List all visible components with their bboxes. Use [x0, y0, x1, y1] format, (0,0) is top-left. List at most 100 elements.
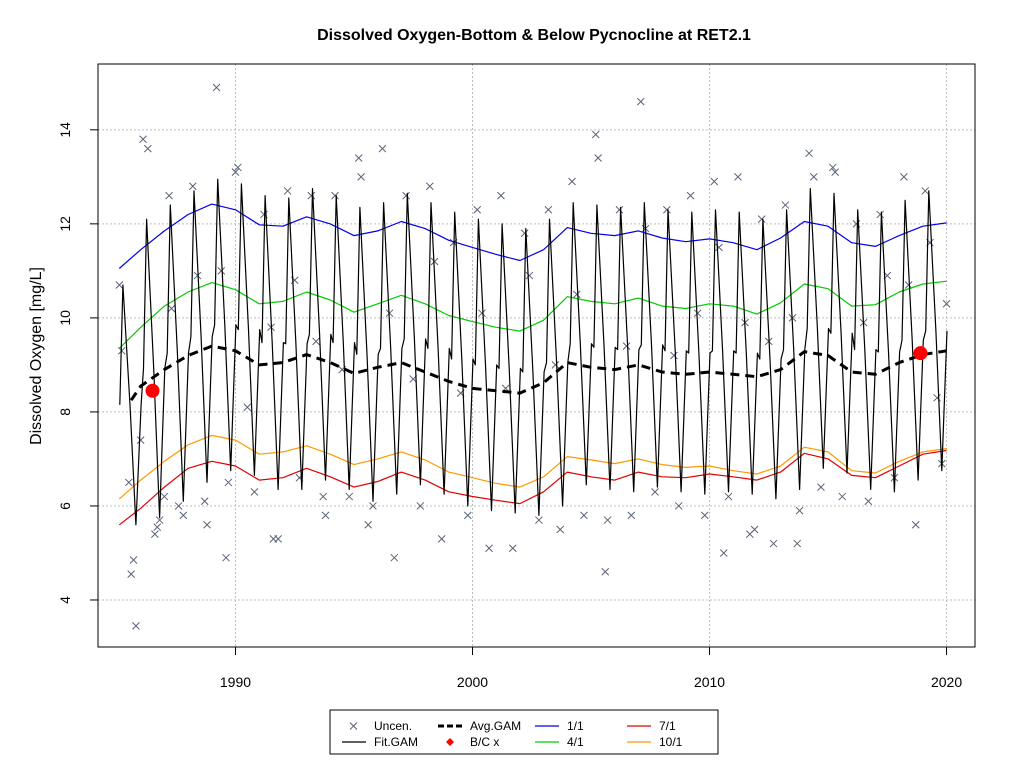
uncensored-point: [594, 154, 602, 162]
uncensored-point: [651, 487, 659, 496]
uncensored-point: [132, 621, 140, 630]
uncensored-point: [864, 497, 873, 506]
uncensored-point: [307, 191, 316, 200]
y-axis-label: Dissolved Oxygen [mg/L]: [28, 267, 45, 445]
uncensored-point: [904, 281, 913, 289]
uncensored-point: [724, 492, 733, 501]
uncensored-point: [497, 191, 505, 200]
uncensored-point: [136, 436, 145, 444]
uncensored-point: [274, 535, 282, 543]
uncensored-point: [805, 149, 813, 158]
uncensored-point: [127, 570, 136, 578]
uncensored-point: [155, 516, 164, 524]
uncensored-point: [478, 309, 486, 318]
uncensored-point: [224, 478, 233, 487]
uncensored-point: [795, 506, 804, 515]
x-tick-label: 1990: [220, 674, 251, 690]
legend-label: Uncen.: [374, 719, 412, 733]
uncensored-point: [535, 516, 543, 524]
uncensored-point: [793, 539, 802, 548]
uncensored-point: [942, 299, 951, 308]
uncensored-point: [345, 492, 354, 501]
legend-label: Fit.GAM: [374, 735, 418, 749]
legend-label: Avg.GAM: [470, 719, 521, 733]
uncensored-point: [167, 304, 176, 313]
uncensored-point: [463, 511, 472, 520]
legend-box: [329, 709, 719, 755]
uncensored-point: [485, 544, 493, 553]
series-4-1-line: [118, 280, 947, 349]
uncensored-point: [556, 525, 565, 534]
uncensored-point: [437, 535, 446, 543]
uncensored-point: [115, 281, 124, 289]
plot-frame: [97, 63, 976, 648]
uncensored-point: [124, 478, 133, 487]
uncensored-point: [188, 182, 197, 191]
uncensored-point: [390, 553, 399, 562]
uncensored-point: [693, 309, 702, 318]
uncensored-point: [369, 502, 377, 510]
x-tick-label: 2020: [931, 674, 962, 690]
y-tick-label: 8: [57, 408, 73, 416]
x-tick-label: 2000: [457, 674, 488, 690]
uncensored-point: [568, 177, 576, 186]
chart-title: Dissolved Oxygen-Bottom & Below Pycnocli…: [317, 27, 751, 44]
uncensored-point: [473, 205, 482, 214]
series-7-1-line: [118, 449, 947, 526]
uncensored-point: [233, 163, 242, 172]
uncensored-point: [508, 544, 517, 553]
uncensored-point: [831, 168, 840, 176]
y-tick-label: 14: [57, 122, 73, 138]
uncensored-point: [591, 130, 600, 139]
uncensored-point: [312, 337, 320, 346]
uncensored-point: [378, 144, 387, 153]
uncensored-point: [674, 502, 683, 510]
x-axis: 1990 2000 2010 2020: [220, 647, 962, 690]
uncensored-point: [627, 511, 636, 520]
chart-marks: [115, 83, 951, 630]
uncensored-point: [719, 549, 728, 557]
uncensored-point: [603, 516, 612, 524]
uncensored-point: [321, 511, 330, 520]
legend: Uncen. Avg.GAM 1/1 7/1 Fit.GAM B/C x 4/1 10/1: [329, 709, 719, 755]
uncensored-point: [402, 191, 410, 200]
legend-label: B/C x: [470, 735, 499, 749]
uncensored-point: [622, 342, 631, 350]
uncensored-point: [217, 267, 226, 275]
y-tick-label: 12: [57, 216, 73, 232]
uncensored-point: [319, 492, 328, 501]
series-fit-gam-line: [119, 178, 948, 526]
uncensored-point: [781, 201, 790, 209]
uncensored-point: [143, 144, 152, 153]
uncensored-point: [601, 567, 610, 576]
uncensored-point: [222, 553, 230, 562]
uncensored-point: [139, 135, 147, 144]
uncensored-point: [544, 205, 553, 214]
uncensored-point: [283, 187, 292, 195]
uncensored-point: [911, 520, 920, 529]
series-1-1-line: [118, 203, 947, 269]
uncensored-point: [663, 205, 671, 214]
uncensored-point: [364, 520, 373, 529]
uncensored-point: [160, 492, 169, 501]
uncensored-point: [129, 556, 138, 564]
uncensored-point: [700, 511, 709, 520]
uncensored-point: [686, 191, 695, 200]
uncensored-point: [331, 191, 339, 200]
uncensored-point: [769, 539, 778, 548]
uncensored-point: [200, 497, 209, 506]
legend-label: 7/1: [659, 719, 676, 733]
uncensored-point: [551, 361, 560, 369]
uncensored-point: [933, 393, 941, 402]
uncensored-point: [828, 163, 837, 172]
grid: [98, 64, 975, 647]
uncensored-point: [231, 168, 240, 176]
uncensored-point: [572, 290, 581, 299]
uncensored-point: [757, 215, 766, 224]
bc-point: [913, 346, 928, 361]
legend-symbol-x: [349, 722, 358, 730]
uncensored-point: [520, 229, 529, 238]
uncensored-point: [174, 502, 183, 510]
uncensored-point: [750, 525, 759, 534]
